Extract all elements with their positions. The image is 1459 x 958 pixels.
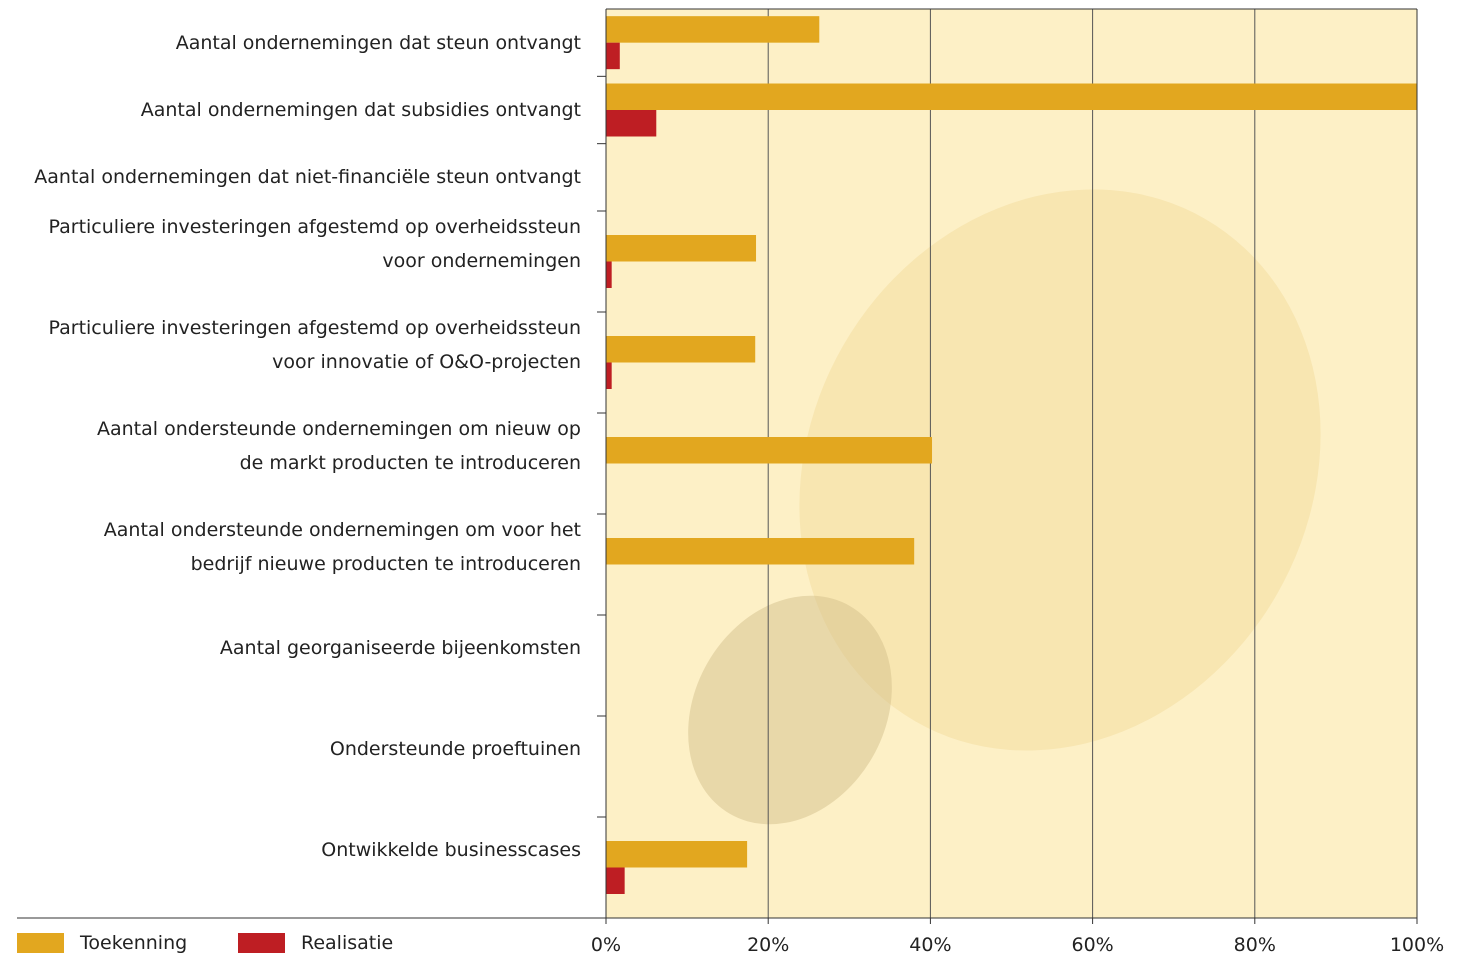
y-tick-label: Aantal ondersteunde ondernemingen om voo… bbox=[104, 513, 581, 581]
y-tick-label: Particuliere investeringen afgestemd op … bbox=[49, 311, 581, 379]
bar bbox=[606, 262, 612, 289]
legend-label: Realisatie bbox=[301, 932, 393, 954]
y-tick-label: Particuliere investeringen afgestemd op … bbox=[49, 210, 581, 278]
y-tick-label: Aantal ondernemingen dat subsidies ontva… bbox=[141, 93, 581, 127]
bar bbox=[606, 841, 747, 868]
x-tick-label: 80% bbox=[1234, 934, 1276, 956]
bar bbox=[606, 43, 620, 70]
bar bbox=[606, 336, 755, 363]
x-tick-label: 100% bbox=[1390, 934, 1444, 956]
x-tick-label: 40% bbox=[909, 934, 951, 956]
y-tick-label: Ondersteunde proeftuinen bbox=[330, 732, 581, 766]
x-tick-label: 60% bbox=[1071, 934, 1113, 956]
x-tick-label: 20% bbox=[747, 934, 789, 956]
bar bbox=[606, 84, 1417, 111]
x-tick-label: 0% bbox=[591, 934, 621, 956]
bar bbox=[606, 437, 932, 464]
y-tick-label: Ontwikkelde businesscases bbox=[321, 833, 581, 867]
y-tick-label: Aantal ondernemingen dat steun ontvangt bbox=[176, 26, 581, 60]
legend-label: Toekenning bbox=[80, 932, 187, 954]
bar bbox=[606, 110, 656, 137]
legend-swatch bbox=[238, 933, 285, 953]
y-tick-label: Aantal georganiseerde bijeenkomsten bbox=[220, 631, 581, 665]
y-tick-label: Aantal ondernemingen dat niet-financiële… bbox=[34, 160, 581, 194]
bar bbox=[606, 363, 612, 390]
chart: 0% 20% 40% 60% 80% 100% Aantal ondernemingen d… bbox=[0, 0, 1459, 958]
bar bbox=[606, 538, 914, 565]
y-tick-label: Aantal ondersteunde ondernemingen om nie… bbox=[97, 412, 581, 480]
bar bbox=[606, 235, 756, 262]
legend-swatch bbox=[17, 933, 64, 953]
bar bbox=[606, 16, 819, 42]
bar bbox=[606, 868, 625, 895]
